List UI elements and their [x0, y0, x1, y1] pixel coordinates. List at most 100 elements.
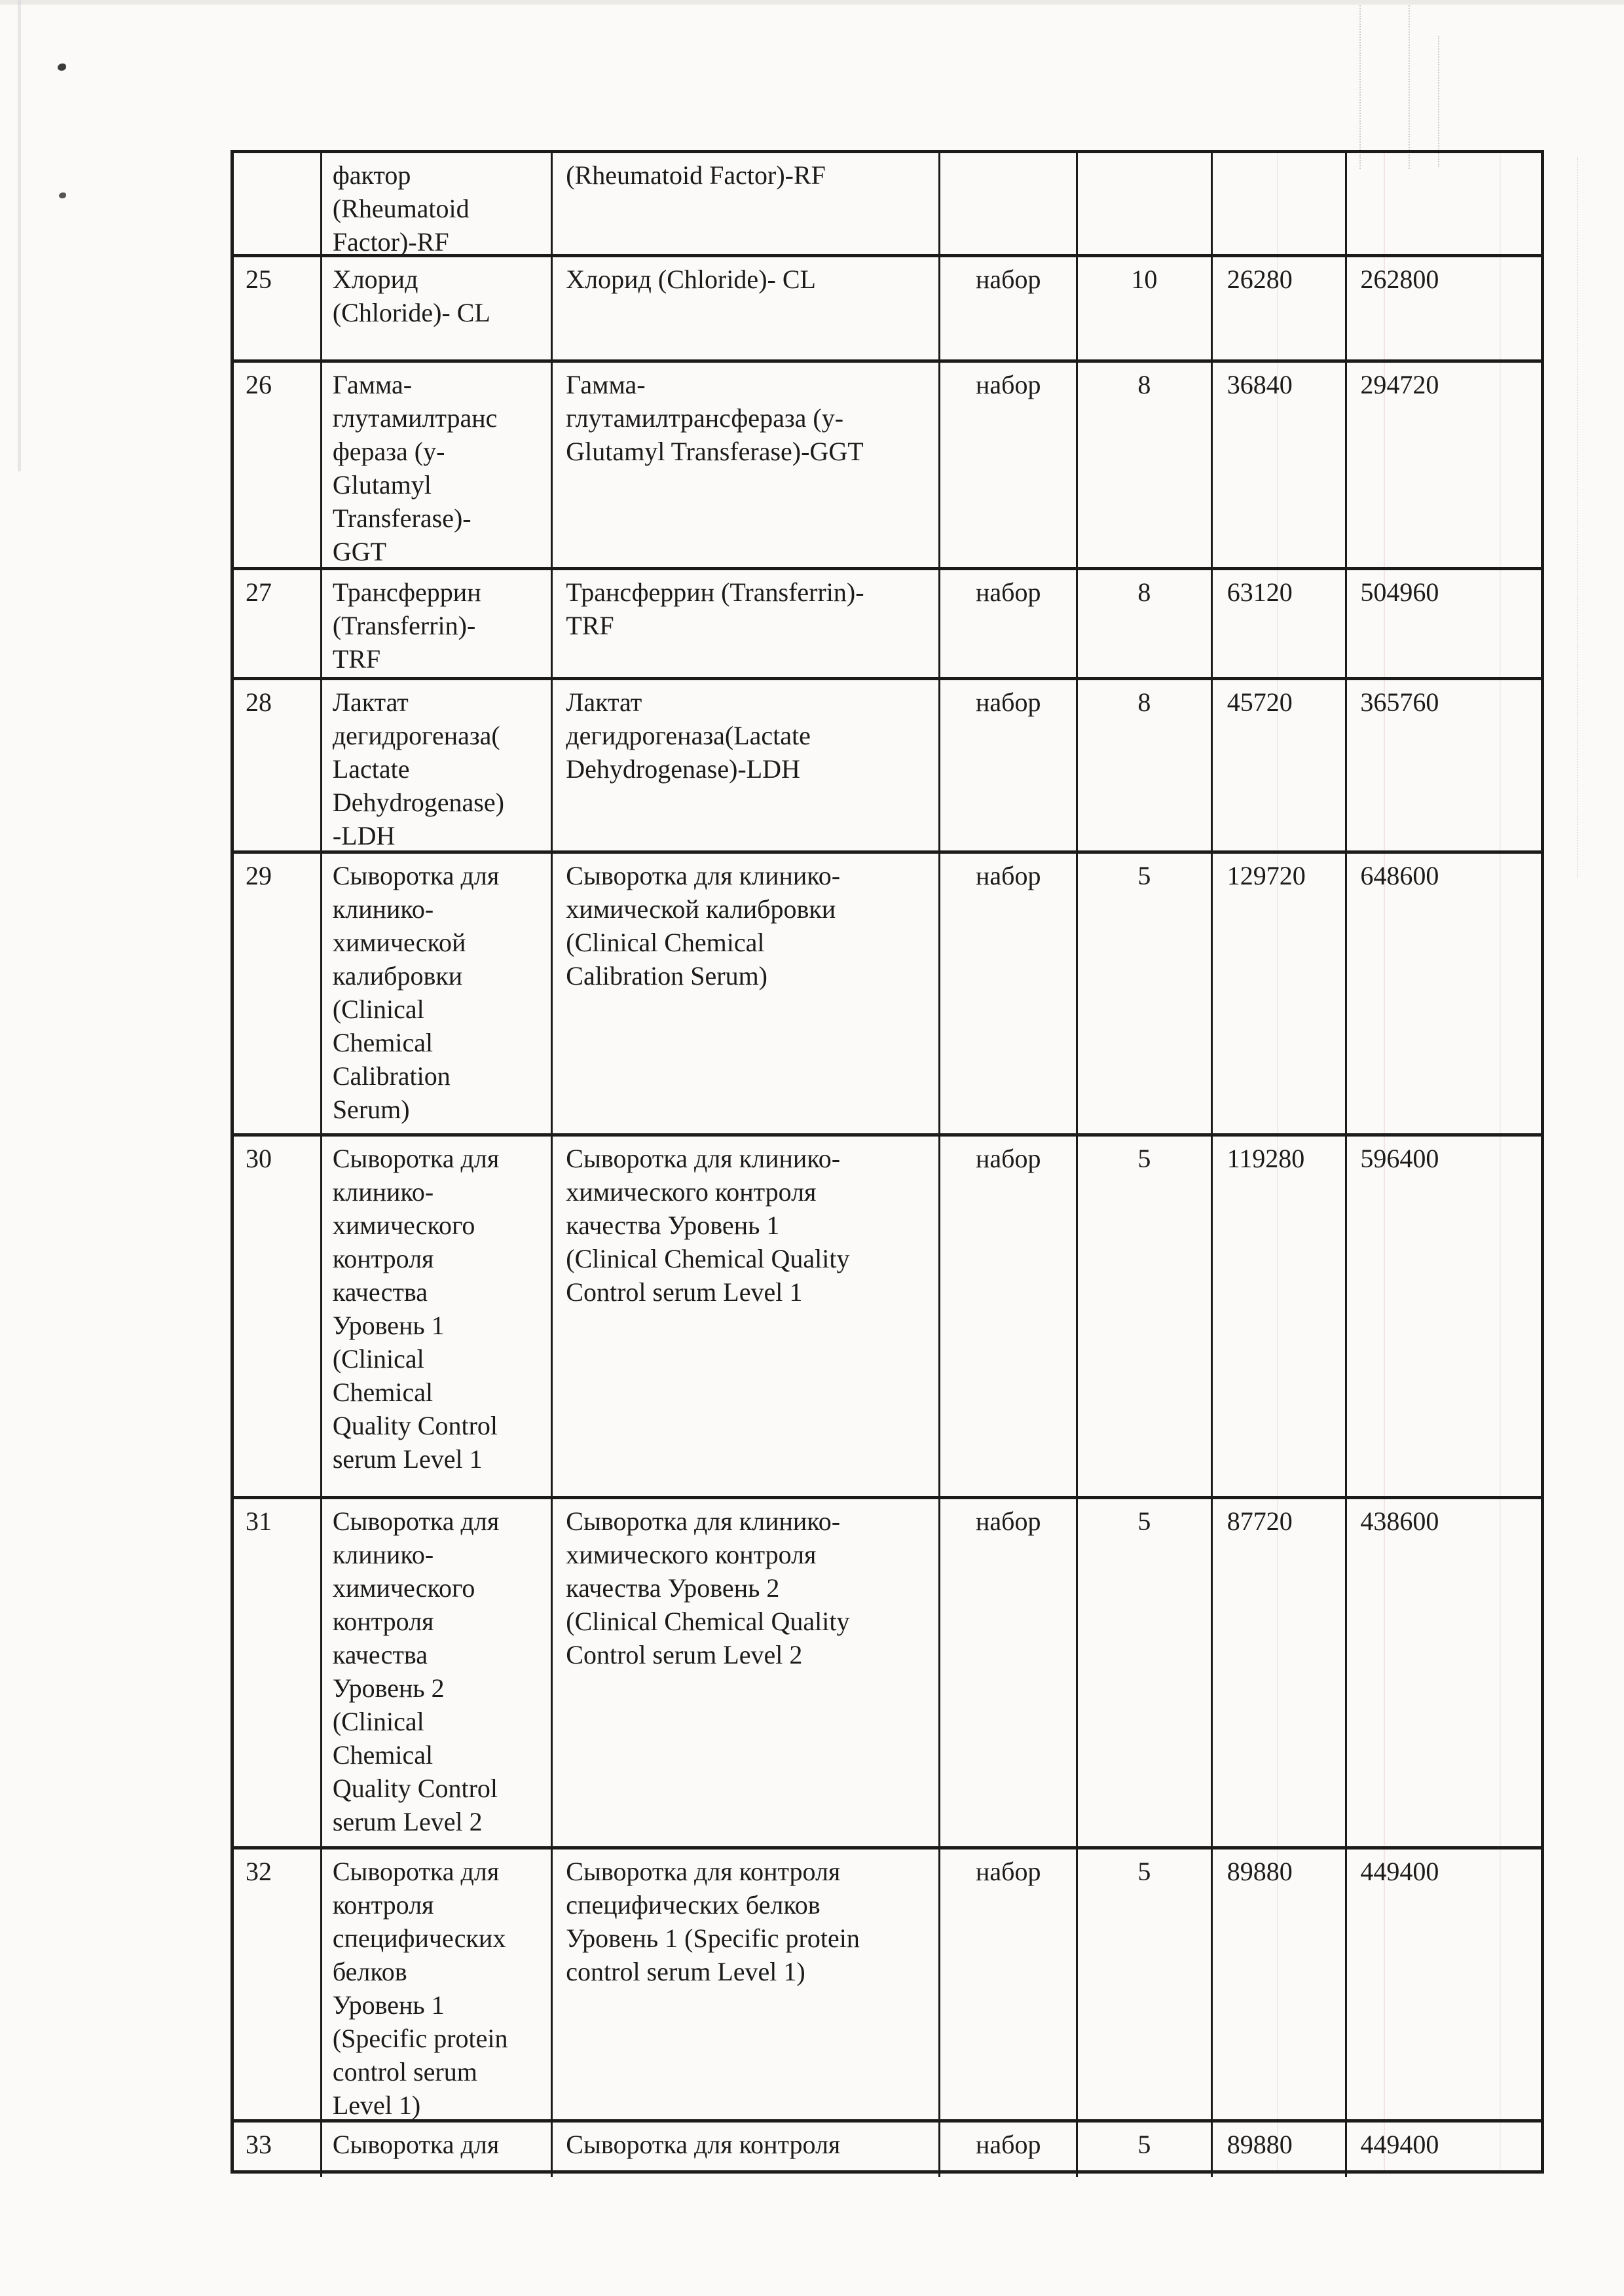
text-line: Transferase)- [332, 503, 471, 533]
text-line: Сыворотка для клинико- [566, 1506, 841, 1536]
cell-unit-price: 63120 [1213, 570, 1348, 677]
table-row: 27 Трансферрин (Transferrin)- TRF Трансферри… [234, 570, 1541, 680]
cell-name-ru: Сыворотка для контроля специфических белков… [322, 1850, 553, 2119]
text-line: глутамилтранс [332, 403, 498, 433]
cell-quantity [1078, 153, 1213, 254]
scan-left-streak-artifact [18, 0, 21, 471]
text-line: control serum [332, 2057, 477, 2086]
items-table: фактор (Rheumatoid Factor)-RF (Rheumatoid F… [231, 150, 1544, 2177]
text-line: химической калибровки [566, 894, 836, 924]
cell-quantity: 5 [1078, 1137, 1213, 1496]
text-line: serum Level 1 [332, 1444, 483, 1474]
ink-speck [58, 64, 66, 71]
cell-total-price: 504960 [1360, 577, 1439, 607]
cell-quantity: 5 [1078, 2123, 1213, 2177]
text-line: Factor)-RF [332, 227, 449, 254]
cell-name-ru: Гамма-глутамилтранс фераза (y- Glutamyl Tra… [322, 363, 553, 567]
cell-unit: набор [940, 680, 1079, 850]
cell-name-en: Трансферрин (Transferrin)- TRF [553, 570, 941, 677]
text-line: (Clinical Chemical Quality [566, 1244, 850, 1273]
text-line: химического контроля [566, 1540, 817, 1569]
text-line: Serum) [332, 1095, 410, 1124]
text-line: Уровень 1 [332, 1990, 445, 2020]
cell-unit: набор [940, 2123, 1079, 2177]
text-line: Гамма- [332, 370, 413, 399]
scan-streak-artifact [1500, 150, 1501, 2174]
text-line: Сыворотка для [332, 1857, 500, 1886]
text-line: Control serum Level 1 [566, 1277, 803, 1307]
cell-quantity: 5 [1078, 1499, 1213, 1846]
cell-name-en: (Rheumatoid Factor)-RF [553, 153, 941, 254]
cell-quantity: 8 [1078, 363, 1213, 567]
cell-unit: набор [940, 1499, 1079, 1846]
text-line: Гамма- [566, 370, 646, 399]
text-line: Сыворотка для [332, 1506, 500, 1536]
table-row: 30 Сыворотка для клинико-химического контро… [234, 1137, 1541, 1499]
cell-quantity: 8 [1078, 570, 1213, 677]
cell-total-price: 294720 [1360, 370, 1439, 399]
text-line: Dehydrogenase) [332, 788, 504, 817]
cell-quantity: 5 [1078, 854, 1213, 1133]
cell-row-number: 30 [234, 1137, 322, 1496]
cell-total-price: 365760 [1360, 687, 1439, 717]
cell-unit-price: 45720 [1213, 680, 1348, 850]
text-line: фактор [332, 160, 411, 190]
cell-name-en: Лактат дегидрогеназа(Lactate Dehydrogenase… [553, 680, 941, 850]
cell-name-ru: Сыворотка для клинико-химического контроля… [322, 1137, 553, 1496]
scan-dotted-line-artifact [1359, 5, 1361, 169]
text-line: (Clinical Chemical [566, 928, 765, 957]
text-line: Лактат [332, 687, 409, 717]
text-line: Трансферрин [332, 577, 481, 607]
scan-streak-artifact [1384, 150, 1385, 2174]
table-row: 29 Сыворотка для клинико-химической калибро… [234, 854, 1541, 1137]
cell-row-number: 33 [234, 2123, 322, 2177]
text-line: химического [332, 1211, 475, 1240]
cell-unit-price: 87720 [1213, 1499, 1348, 1846]
cell-unit [940, 153, 1079, 254]
cell-unit: набор [940, 854, 1079, 1133]
text-line: специфических [332, 1923, 506, 1953]
cell-name-ru: Лактат дегидрогеназа(Lactate Dehydrogenase… [322, 680, 553, 850]
text-line: (Rheumatoid [332, 194, 470, 223]
cell-row-number [234, 153, 322, 254]
cell-unit: набор [940, 570, 1079, 677]
text-line: клинико- [332, 894, 434, 924]
table-row: фактор (Rheumatoid Factor)-RF (Rheumatoid F… [234, 153, 1541, 257]
text-line: Сыворотка для [332, 1144, 500, 1173]
cell-total-price: 438600 [1360, 1506, 1439, 1536]
text-line: Calibration [332, 1061, 451, 1091]
text-line: Сыворотка для [332, 2130, 500, 2159]
table-row: 26 Гамма-глутамилтранс фераза (y- Glutamyl T… [234, 363, 1541, 570]
scan-top-edge-artifact [0, 0, 1624, 5]
text-line: (Specific protein [332, 2024, 508, 2053]
cell-unit: набор [940, 257, 1079, 359]
cell-name-en: Сыворотка для клинико-химического контро… [553, 1499, 941, 1846]
text-line: (Clinical [332, 1707, 424, 1736]
text-line: Quality Control [332, 1774, 498, 1803]
table-row: 33 Сыворотка для Сыворотка для контроля наб… [234, 2123, 1541, 2177]
ink-speck [59, 192, 66, 198]
cell-quantity: 8 [1078, 680, 1213, 850]
cell-name-en: Хлорид (Chloride)- CL [553, 257, 941, 359]
text-line: клинико- [332, 1177, 434, 1207]
text-line: Сыворотка для [332, 861, 500, 890]
text-line: Уровень 1 (Specific protein [566, 1923, 860, 1953]
text-line: Уровень 2 [332, 1673, 445, 1703]
cell-name-ru: Сыворотка для клинико-химического контроля… [322, 1499, 553, 1846]
cell-unit: набор [940, 363, 1079, 567]
text-line: дегидрогеназа( [332, 721, 500, 750]
text-line: качества [332, 1277, 428, 1307]
cell-unit-price: 129720 [1213, 854, 1348, 1133]
cell-unit-price: 26280 [1213, 257, 1348, 359]
cell-row-number: 26 [234, 363, 322, 567]
text-line: химического контроля [566, 1177, 817, 1207]
text-line: (Chloride)- CL [332, 298, 490, 327]
text-line: -LDH [332, 821, 396, 850]
text-line: качества [332, 1640, 428, 1669]
cell-name-ru: Сыворотка для [322, 2123, 553, 2177]
cell-name-en: Сыворотка для клинико-химической калибро… [553, 854, 941, 1133]
text-line: Glutamyl [332, 470, 432, 500]
cell-total-price: 596400 [1360, 1144, 1439, 1173]
cell-total-price: 648600 [1360, 861, 1439, 890]
